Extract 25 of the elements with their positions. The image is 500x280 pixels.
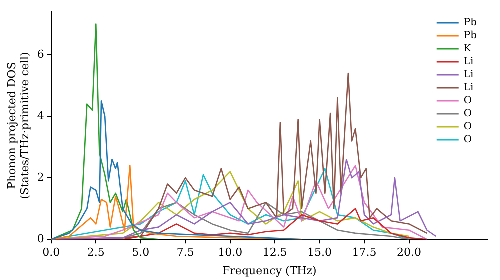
x-tick-label: 17.5 bbox=[352, 246, 377, 260]
x-axis-title: Frequency (THz) bbox=[222, 264, 317, 278]
x-tick-label: 12.5 bbox=[262, 246, 288, 260]
y-tick-label: 2 bbox=[37, 170, 44, 184]
legend-label: O bbox=[464, 96, 472, 107]
legend-label: O bbox=[464, 108, 472, 120]
x-tick-label: 20.0 bbox=[397, 246, 422, 260]
x-tick-label: 0.0 bbox=[42, 246, 60, 260]
x-tick-label: 7.5 bbox=[176, 246, 194, 260]
legend-label: Li bbox=[464, 70, 474, 81]
legend-label: Li bbox=[464, 56, 474, 68]
x-tick-label: 2.5 bbox=[87, 246, 105, 260]
y-tick-label: 4 bbox=[37, 109, 44, 122]
legend-label: Li bbox=[464, 82, 474, 94]
legend-label: K bbox=[464, 44, 472, 55]
x-tick-label: 5.0 bbox=[132, 246, 150, 260]
legend-label: O bbox=[464, 134, 472, 146]
legend-label: Pb bbox=[464, 18, 478, 29]
y-axis-title: Phonon projected DOS (States/THz·primitive cell) bbox=[5, 52, 32, 200]
x-tick-label: 15.0 bbox=[308, 246, 332, 260]
legend-label: O bbox=[464, 122, 472, 133]
x-tick-label: 10.0 bbox=[218, 246, 243, 260]
y-tick-label: 0 bbox=[37, 232, 44, 246]
legend-label: Pb bbox=[464, 30, 478, 42]
y-tick-label: 6 bbox=[37, 48, 44, 61]
